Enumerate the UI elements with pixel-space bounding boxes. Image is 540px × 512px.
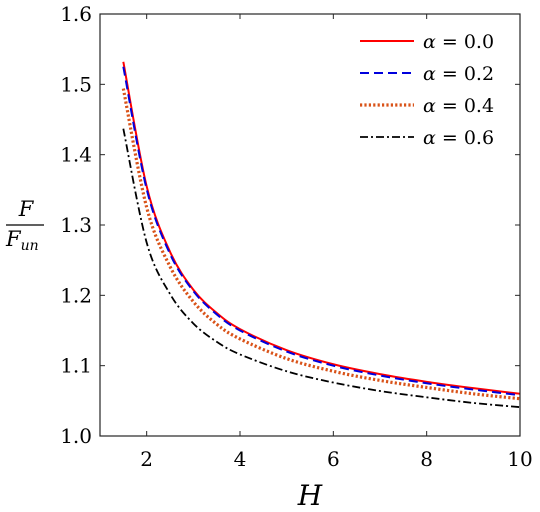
x-tick-label: 6 [327,447,340,471]
legend-label-2: α = 0.4 [423,95,494,117]
series-line-2 [121,88,520,401]
x-tick-label: 4 [234,447,247,471]
y-tick-label: 1.6 [60,2,92,26]
y-tick-label: 1.1 [60,354,92,378]
x-tick-label: 10 [507,447,532,471]
y-axis-label-numerator: F [18,197,35,221]
legend: α = 0.0 α = 0.2 α = 0.4 α = 0.6 [360,31,494,149]
x-tick-label: 2 [140,447,153,471]
legend-label-1: α = 0.2 [423,63,494,85]
series-line-1 [122,66,520,397]
y-axis-label-denominator: Fun [5,227,39,254]
legend-label-0: α = 0.0 [423,31,494,53]
x-axis-label: H [297,479,323,512]
y-axis-label: F Fun [5,197,44,254]
tick-layer: 2 4 6 8 10 1.0 1.1 1.2 1.3 1.4 1.5 1.6 [60,2,533,471]
y-tick-label: 1.0 [60,424,92,448]
legend-label-3: α = 0.6 [423,127,494,149]
y-tick-label: 1.4 [60,143,92,167]
series-layer [121,61,520,409]
y-tick-label: 1.2 [60,283,92,307]
series-line-3 [122,128,520,409]
y-tick-label: 1.3 [60,213,92,237]
x-tick-label: 8 [420,447,433,471]
y-tick-label: 1.5 [60,72,92,96]
